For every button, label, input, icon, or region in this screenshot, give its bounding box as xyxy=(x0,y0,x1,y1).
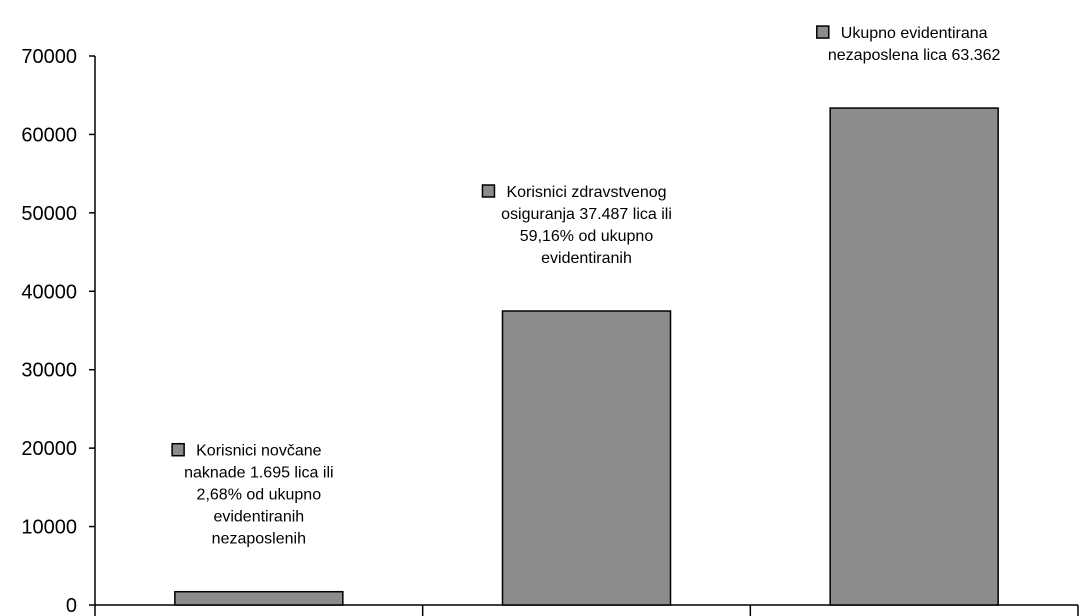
data-label-1: Korisnici novčane naknade 1.695 lica ili 2… xyxy=(171,442,334,548)
y-tick-label: 70000 xyxy=(21,46,77,68)
y-tick-label: 30000 xyxy=(21,360,77,382)
data-label-line: nezaposlena lica 63.362 xyxy=(828,47,1001,64)
legend-key-square xyxy=(481,184,496,198)
data-label-line: naknade 1.695 lica ili xyxy=(184,465,333,482)
data-label-line: Korisnici zdravstvenog xyxy=(506,184,666,201)
y-tick-label: 0 xyxy=(66,595,77,616)
data-label-line: Ukupno evidentirana xyxy=(841,25,988,42)
data-label-line: evidentiranih xyxy=(213,509,304,526)
legend-key-square xyxy=(816,25,830,39)
y-tick-label: 60000 xyxy=(21,124,77,146)
bar-1 xyxy=(174,590,344,606)
data-label-line: osiguranja 37.487 lica ili xyxy=(501,206,672,223)
data-label-line: 2,68% od ukupno xyxy=(197,487,322,504)
bar-3 xyxy=(829,107,999,606)
data-label-line: evidentiranih xyxy=(541,250,632,267)
y-tick-label: 10000 xyxy=(21,517,77,539)
y-tick-label: 20000 xyxy=(21,438,77,460)
y-tick-label: 50000 xyxy=(21,203,77,225)
bar-2 xyxy=(501,310,672,606)
data-labels: Korisnici novčane naknade 1.695 lica ili 2… xyxy=(171,25,1001,548)
y-axis: 0 10000 20000 30000 40000 50000 60000 70000 xyxy=(21,46,96,616)
y-tick-label: 40000 xyxy=(21,281,77,303)
legend-key-square xyxy=(171,442,185,457)
x-axis xyxy=(94,604,1079,616)
bars xyxy=(174,107,999,606)
data-label-3: Ukupno evidentirana nezaposlena lica 63.3… xyxy=(816,25,1001,64)
data-label-line: nezaposlenih xyxy=(212,531,306,548)
data-label-2: Korisnici zdravstvenog osiguranja 37.487 … xyxy=(481,184,672,267)
data-label-line: 59,16% od ukupno xyxy=(520,228,654,245)
data-label-line: Korisnici novčane xyxy=(196,443,322,460)
